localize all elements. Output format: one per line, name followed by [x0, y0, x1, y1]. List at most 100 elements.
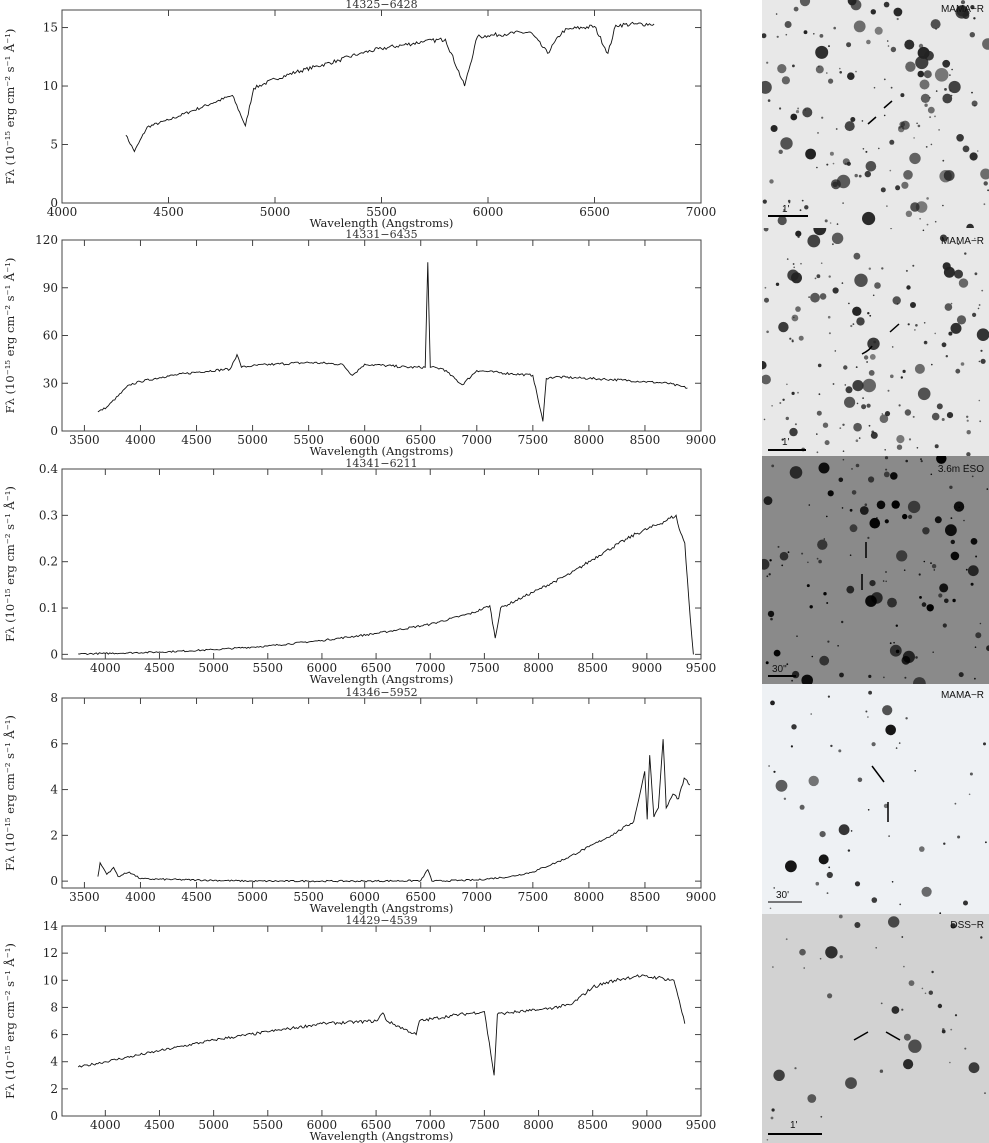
star	[885, 724, 896, 736]
spectrum-panel-2: 14331−6435 3500 4000 4500 5000 5500 6000 6500 70…	[3, 228, 716, 458]
star	[893, 7, 903, 17]
star	[983, 181, 988, 186]
star	[905, 61, 916, 72]
star	[931, 412, 940, 421]
star	[954, 269, 963, 279]
star	[854, 922, 861, 928]
x-tick-label: 8500	[630, 433, 661, 447]
y-tick-label: 0	[50, 1109, 58, 1123]
y-tick-label: 120	[35, 233, 58, 247]
star	[955, 368, 961, 374]
finding-chart-4: MAMA−R 30'	[762, 684, 989, 914]
star	[855, 439, 859, 442]
star	[762, 374, 771, 385]
star	[905, 717, 908, 720]
star	[785, 938, 788, 941]
star	[835, 128, 838, 130]
star	[913, 677, 926, 684]
y-tick-label: 2	[50, 828, 58, 842]
star	[983, 742, 986, 746]
y-tick-label: 6	[50, 1028, 58, 1042]
x-tick-label: 7000	[462, 890, 493, 904]
star	[858, 437, 861, 439]
star	[950, 322, 962, 334]
x-tick-label: 8500	[577, 1118, 608, 1132]
field-image-3: 3.6m ESO 30"	[762, 456, 989, 684]
star	[921, 886, 932, 897]
spectrum-title: 14331−6435	[345, 228, 417, 241]
star	[895, 747, 898, 749]
star	[851, 468, 853, 470]
star	[882, 705, 893, 716]
star	[834, 350, 837, 352]
star	[787, 551, 790, 554]
star	[791, 391, 795, 395]
star	[923, 340, 928, 345]
y-axis-label: Fλ (10⁻¹⁵ erg cm⁻² s⁻¹ Å⁻¹)	[3, 258, 17, 414]
star	[763, 228, 769, 232]
star	[936, 456, 947, 464]
x-tick-label: 5000	[237, 433, 268, 447]
star	[826, 892, 829, 894]
field-image-4: MAMA−R 30'	[762, 684, 989, 914]
star	[941, 418, 945, 421]
star	[889, 139, 895, 145]
star	[888, 835, 890, 837]
spectrum-line	[97, 262, 688, 422]
star	[818, 462, 830, 474]
star	[869, 517, 881, 529]
star	[785, 860, 797, 873]
star	[770, 125, 778, 132]
star	[810, 292, 820, 303]
star	[971, 100, 978, 107]
star	[948, 331, 953, 336]
x-tick-label: 6500	[579, 205, 610, 219]
star	[901, 1008, 904, 1011]
star	[850, 324, 853, 328]
star	[871, 592, 883, 604]
image-label-4: MAMA−R	[941, 690, 984, 701]
star	[980, 358, 986, 364]
marker-tick-a	[889, 323, 900, 333]
x-tick-label: 4500	[153, 205, 184, 219]
star	[849, 524, 858, 533]
star	[776, 35, 779, 38]
star	[919, 218, 921, 220]
star	[965, 691, 968, 694]
x-tick-label: 6500	[405, 890, 436, 904]
y-axis-label: Fλ (10⁻¹⁵ erg cm⁻² s⁻¹ Å⁻¹)	[3, 486, 17, 642]
y-tick-label: 0	[50, 874, 58, 888]
star	[893, 641, 895, 644]
star	[868, 690, 872, 695]
star	[928, 990, 933, 995]
star	[763, 418, 766, 421]
y-axis-label: Fλ (10⁻¹⁵ erg cm⁻² s⁻¹ Å⁻¹)	[3, 29, 17, 185]
star	[841, 620, 844, 624]
star	[920, 458, 922, 460]
star	[865, 710, 868, 713]
star	[887, 389, 890, 392]
star	[972, 312, 977, 317]
star	[796, 635, 798, 637]
star	[902, 513, 908, 520]
star	[766, 575, 769, 578]
star	[836, 223, 839, 225]
star	[949, 485, 953, 489]
star	[876, 500, 886, 510]
star	[938, 593, 943, 598]
star	[838, 477, 844, 483]
x-tick-label: 7000	[462, 433, 493, 447]
star	[868, 424, 871, 427]
star	[804, 205, 809, 210]
star	[885, 580, 887, 583]
star	[878, 147, 880, 150]
star	[851, 490, 857, 495]
star	[963, 519, 965, 522]
star	[950, 539, 955, 545]
star	[791, 724, 797, 730]
star	[884, 456, 889, 460]
finding-chart-5: DSS−R 1'	[762, 914, 989, 1143]
marker-tick-b	[861, 345, 873, 355]
x-axis-label: Wavelength (Angstroms)	[310, 444, 454, 458]
star	[887, 597, 897, 608]
